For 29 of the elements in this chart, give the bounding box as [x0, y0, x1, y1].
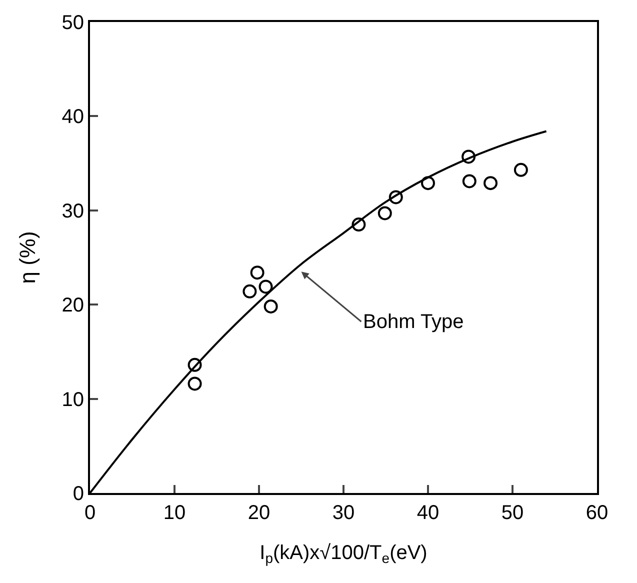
x-tick-label: 30: [332, 502, 355, 524]
annotation: Bohm Type: [363, 311, 464, 333]
x-tick-label: 40: [416, 502, 440, 524]
point: [462, 150, 476, 164]
point: [388, 190, 403, 204]
point: [484, 176, 498, 190]
point: [514, 162, 528, 177]
point: [188, 358, 202, 372]
point: [352, 218, 366, 232]
y-tick-label: 40: [62, 106, 84, 128]
point: [188, 376, 202, 391]
point: [462, 174, 476, 188]
y-tick-label: 50: [62, 12, 84, 34]
x-tick-label: 20: [248, 502, 270, 524]
point: [250, 266, 264, 280]
point: [258, 280, 273, 294]
point: [242, 284, 257, 298]
x-tick-label: 60: [586, 502, 608, 524]
point: [264, 299, 278, 314]
point: [421, 176, 435, 190]
point: [378, 206, 392, 220]
y-tick-label: 30: [62, 200, 84, 222]
y-axis-title: η (%): [15, 231, 40, 284]
x-tick-label: 50: [501, 502, 524, 524]
y-tick-label: 20: [62, 294, 84, 317]
x-axis-title: I$_{p}$(kA)x√100/T$_{e}$(eV): [260, 542, 428, 566]
x-tick-label: 10: [163, 502, 186, 524]
y-tick-label: 0: [72, 483, 84, 505]
y-tick-label: 10: [62, 388, 84, 411]
